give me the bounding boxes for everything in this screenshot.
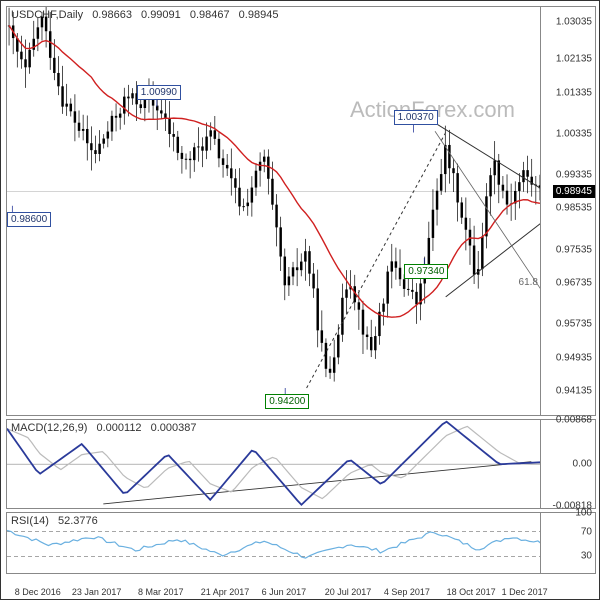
rsi-val: 52.3776 xyxy=(58,515,98,527)
x-tick: 21 Apr 2017 xyxy=(201,587,250,597)
macd-ytick: 0.00 xyxy=(573,459,592,470)
rsi-label: RSI(14) xyxy=(11,515,49,527)
price-annotation: 0.97340 xyxy=(404,264,448,279)
rsi-panel: RSI(14) 52.3776 3070100 xyxy=(6,512,596,574)
price-ytick: 0.94135 xyxy=(556,385,592,396)
price-panel: USDCHF,Daily 0.98663 0.99091 0.98467 0.9… xyxy=(6,6,596,416)
x-tick: 8 Dec 2016 xyxy=(15,587,61,597)
macd-label: MACD(12,26,9) xyxy=(11,422,87,434)
x-axis: 8 Dec 2016 23 Jan 2017 8 Mar 2017 21 Apr 20… xyxy=(6,577,594,599)
macd-panel: MACD(12,26,9) 0.000112 0.000387 -0.00818… xyxy=(6,419,596,509)
current-price-tag: 0.98945 xyxy=(553,185,595,198)
price-ytick: 1.03035 xyxy=(556,17,592,28)
x-tick: 6 Jun 2017 xyxy=(262,587,307,597)
price-ytick: 0.94935 xyxy=(556,352,592,363)
price-ytick: 1.02135 xyxy=(556,54,592,65)
rsi-yaxis: 3070100 xyxy=(540,513,595,573)
ohlc-c: 0.98945 xyxy=(239,9,279,21)
price-ytick: 0.96735 xyxy=(556,278,592,289)
x-tick: 18 Oct 2017 xyxy=(447,587,496,597)
ohlc-l: 0.98467 xyxy=(190,9,230,21)
price-ytick: 0.98535 xyxy=(556,203,592,214)
x-tick: 1 Dec 2017 xyxy=(502,587,548,597)
rsi-ytick: 70 xyxy=(581,526,592,537)
x-tick: 4 Sep 2017 xyxy=(384,587,430,597)
price-ytick: 0.97535 xyxy=(556,244,592,255)
price-ytick: 0.99335 xyxy=(556,170,592,181)
x-tick: 8 Mar 2017 xyxy=(138,587,184,597)
x-tick: 23 Jan 2017 xyxy=(72,587,122,597)
macd-v2: 0.000387 xyxy=(151,422,197,434)
macd-v1: 0.000112 xyxy=(96,422,141,434)
macd-ytick: 0.00868 xyxy=(556,415,592,426)
rsi-title: RSI(14) 52.3776 xyxy=(11,515,104,527)
price-title: USDCHF,Daily 0.98663 0.99091 0.98467 0.9… xyxy=(11,9,284,21)
price-ytick: 1.01335 xyxy=(556,87,592,98)
macd-yaxis: -0.008180.000.00868 xyxy=(540,420,595,508)
rsi-ytick: 100 xyxy=(575,508,592,519)
price-ytick: 1.00335 xyxy=(556,128,592,139)
price-annotation: 0.98600 xyxy=(7,212,51,227)
price-annotation: 0.94200 xyxy=(265,394,309,409)
price-annotation: 1.00370 xyxy=(394,110,438,125)
price-annotation: 1.00990 xyxy=(137,85,181,100)
ohlc-h: 0.99091 xyxy=(141,9,181,21)
symbol-label: USDCHF,Daily xyxy=(11,9,83,21)
ohlc-o: 0.98663 xyxy=(92,9,132,21)
price-yaxis: 0.98945 0.94135 0.94935 0.95735 0.96735 0.97… xyxy=(540,7,595,415)
price-ytick: 0.95735 xyxy=(556,319,592,330)
price-plot[interactable]: 61.80.986001.009901.003700.973400.94200 xyxy=(7,7,540,415)
chart-container: USDCHF,Daily 0.98663 0.99091 0.98467 0.9… xyxy=(0,0,600,600)
rsi-ytick: 30 xyxy=(581,551,592,562)
x-tick: 20 Jul 2017 xyxy=(325,587,372,597)
macd-title: MACD(12,26,9) 0.000112 0.000387 xyxy=(11,422,203,434)
